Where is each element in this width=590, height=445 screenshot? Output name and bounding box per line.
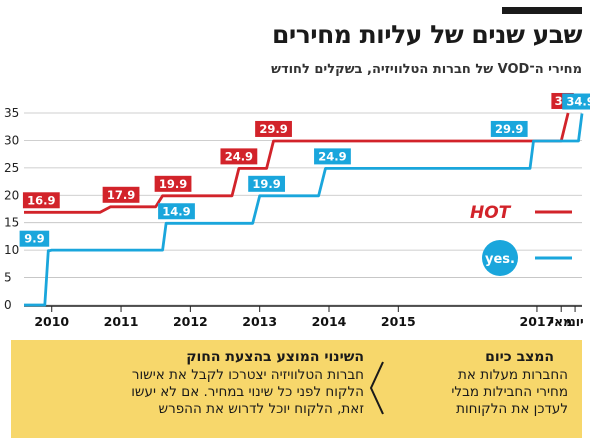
proposed-change-title: השינוי המוצע בהצעת החוק bbox=[186, 349, 364, 365]
data-label: 29.9 bbox=[259, 122, 287, 136]
y-tick-label: 20 bbox=[4, 188, 19, 202]
data-label-box bbox=[154, 175, 192, 192]
data-label-box bbox=[255, 120, 292, 137]
data-label: 14.9 bbox=[162, 204, 190, 218]
proposed-change-line: חברות הטלוויזיה יצטרכו לקבל את אישור bbox=[131, 367, 364, 383]
y-tick-label: 30 bbox=[4, 133, 19, 147]
x-tick-label: 2011 bbox=[104, 314, 139, 329]
x-tick-label: מאי bbox=[550, 314, 572, 329]
data-label-box bbox=[248, 175, 286, 192]
x-tick-label: 2017 bbox=[520, 314, 555, 329]
legend-hot-label: HOT bbox=[470, 203, 512, 223]
data-label: 19.9 bbox=[252, 177, 280, 191]
y-tick-label: 0 bbox=[4, 298, 12, 312]
data-label: 24.9 bbox=[318, 149, 346, 163]
y-tick-label: 35 bbox=[4, 106, 19, 120]
data-label: 34.9 bbox=[566, 95, 590, 109]
data-labels: 16.917.919.924.929.9359.914.919.924.929.… bbox=[19, 92, 590, 247]
current-state-line: לעדכן את הלקוחות bbox=[456, 401, 568, 417]
legend-yes-label: yes. bbox=[485, 252, 515, 267]
x-tick-label: 2010 bbox=[34, 314, 69, 329]
series-line-hot bbox=[24, 112, 570, 214]
chart-title: שבע שנים של עליות מחירים bbox=[271, 20, 583, 49]
y-tick-label: 10 bbox=[4, 243, 19, 257]
x-tick-label: יוני bbox=[566, 314, 583, 329]
info-panel: המצב כיום החברות מעלות את מחירי החבילות … bbox=[11, 340, 582, 438]
data-label: 9.9 bbox=[24, 232, 44, 246]
y-tick-label: 15 bbox=[4, 216, 19, 230]
data-label-box bbox=[102, 186, 140, 203]
data-label-box bbox=[314, 148, 351, 165]
data-label-box bbox=[490, 120, 528, 137]
current-state-title: המצב כיום bbox=[485, 349, 554, 365]
data-label-box bbox=[562, 93, 590, 110]
proposed-change-line: הלקוח לפני כל שינוי במחיר. אם לא יעשו bbox=[131, 384, 364, 400]
current-state-line: מחירי החבילות מבלי bbox=[451, 384, 568, 400]
data-label: 19.9 bbox=[159, 177, 187, 191]
current-state-text: החברות מעלות את מחירי החבילות מבלי לעדכן… bbox=[388, 367, 568, 418]
x-tick-label: 2014 bbox=[312, 314, 347, 329]
x-tick-label: 2013 bbox=[242, 314, 277, 329]
data-label: 16.9 bbox=[27, 193, 55, 207]
proposed-change-line: זאת, הלקוח יוכל לדרוש את ההפרש bbox=[158, 401, 364, 417]
data-label: 29.9 bbox=[495, 122, 523, 136]
data-label: 24.9 bbox=[225, 149, 253, 163]
y-tick-label: 5 bbox=[4, 271, 12, 285]
data-label-box bbox=[22, 192, 60, 209]
x-tick-label: 2015 bbox=[381, 314, 416, 329]
chart-subtitle: מחירי ה־VOD של חברות הטלוויזיה, בשקלים ל… bbox=[271, 62, 582, 77]
data-label-box bbox=[158, 203, 195, 220]
chevron-left-icon bbox=[369, 361, 384, 415]
data-label: 17.9 bbox=[107, 188, 135, 202]
top-accent-bar bbox=[502, 7, 582, 14]
y-tick-label: 25 bbox=[4, 161, 19, 175]
yes-logo-icon bbox=[482, 240, 518, 276]
series-lines bbox=[24, 112, 584, 307]
x-tick-label: 2012 bbox=[173, 314, 208, 329]
data-label-box bbox=[19, 230, 50, 247]
y-axis: 0 5 10 15 20 25 30 35 bbox=[4, 106, 19, 312]
series-line-yes bbox=[24, 113, 584, 307]
legend: HOT yes. bbox=[470, 203, 572, 276]
data-label-box bbox=[220, 148, 258, 165]
current-state-line: החברות מעלות את bbox=[458, 367, 568, 383]
proposed-change-text: חברות הטלוויזיה יצטרכו לקבל את אישור הלק… bbox=[24, 367, 364, 418]
